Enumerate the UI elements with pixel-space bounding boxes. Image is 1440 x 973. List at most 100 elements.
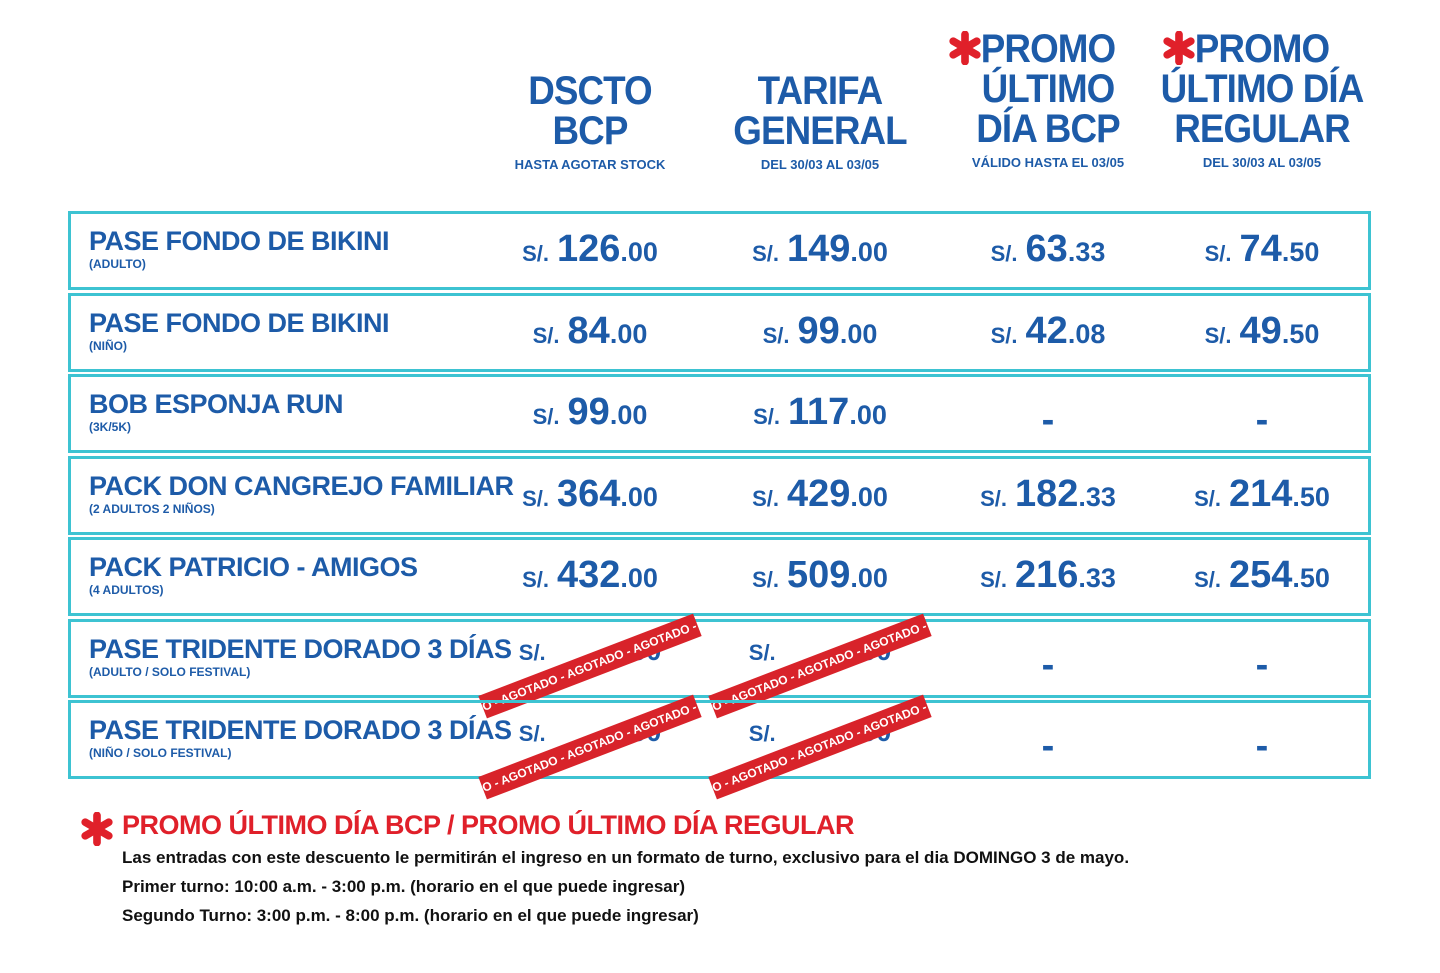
- column-header: TARIFA GENERAL DEL 30/03 AL 03/05: [700, 71, 940, 172]
- price-cell: S/. 42.08: [938, 310, 1158, 353]
- price-integer: 429: [786, 472, 851, 515]
- currency: S/.: [748, 721, 776, 746]
- row-name: PACK PATRICIO - AMIGOS: [89, 552, 418, 582]
- price-cell: S/. 364.00: [480, 473, 700, 516]
- currency: S/.: [532, 404, 560, 429]
- currency: S/.: [522, 567, 549, 592]
- row-label: PASE FONDO DE BIKINI (NIÑO): [89, 307, 390, 353]
- price-cell: -: [1152, 644, 1372, 687]
- currency: S/.: [980, 567, 1007, 592]
- row-name: PASE TRIDENTE DORADO 3 DÍAS: [89, 715, 512, 745]
- price-integer: 364: [556, 472, 621, 515]
- price-cell: S/. 99.00: [480, 391, 700, 434]
- row-label: PACK PATRICIO - AMIGOS (4 ADULTOS): [89, 552, 418, 597]
- price-integer: 254: [1228, 554, 1293, 596]
- price-decimal: .33: [1067, 237, 1106, 267]
- empty-price: -: [1255, 399, 1269, 441]
- price-decimal: .00: [850, 563, 888, 593]
- price-cell: -: [1152, 399, 1372, 442]
- row-name: PASE TRIDENTE DORADO 3 DÍAS: [89, 633, 512, 664]
- row-detail: (3K/5K): [89, 420, 132, 434]
- price-cell: S/. 149.00: [710, 228, 930, 271]
- price-cell: S/. 429.00: [710, 473, 930, 516]
- price-integer: 214: [1228, 472, 1293, 515]
- column-header: DSCTO BCP HASTA AGOTAR STOCK: [470, 71, 710, 172]
- footnote-line: Las entradas con este descuento le permi…: [122, 848, 1130, 867]
- price-decimal: .00: [849, 400, 887, 430]
- empty-price: -: [1041, 399, 1055, 441]
- price-decimal: .50: [1281, 318, 1320, 349]
- currency: S/.: [1204, 241, 1232, 266]
- price-cell: S/. 182.33: [938, 473, 1158, 516]
- price-cell: S/. 117.00: [710, 391, 930, 434]
- table-row: PACK PATRICIO - AMIGOS (4 ADULTOS) S/. 432.…: [68, 537, 1371, 616]
- asterisk: [1163, 31, 1195, 65]
- price-cell: S/. 99.00: [710, 310, 930, 353]
- price-integer: 84: [567, 309, 610, 352]
- table-row: PASE FONDO DE BIKINI (NIÑO) S/. 84.00 S/. 99.…: [68, 292, 1371, 372]
- price-cell: S/. 126.00: [480, 228, 700, 271]
- price-cell: -: [938, 399, 1158, 442]
- price-decimal: .50: [1292, 563, 1330, 593]
- price-integer: 509: [786, 554, 851, 596]
- price-decimal: .00: [620, 563, 658, 593]
- column-header: PROMO ÚLTIMO DÍA REGULAR DEL 30/03 AL 03/05: [1142, 29, 1382, 170]
- price-cell: -: [1152, 725, 1372, 768]
- column-title: DÍA BCP: [976, 107, 1120, 151]
- asterisk: [81, 812, 113, 846]
- column-title: TARIFA: [757, 69, 884, 113]
- currency: S/.: [762, 322, 790, 348]
- currency: S/.: [752, 485, 779, 511]
- row-label: PACK DON CANGREJO FAMILIAR (2 ADULTOS 2 N…: [89, 471, 514, 516]
- price-decimal: .00: [609, 400, 648, 430]
- column-note: DEL 30/03 AL 03/05: [1202, 155, 1322, 170]
- price-integer: 126: [556, 228, 621, 270]
- price-decimal: .00: [839, 318, 878, 349]
- empty-price: -: [1255, 643, 1269, 686]
- currency: S/.: [1194, 567, 1221, 592]
- currency: S/.: [990, 322, 1018, 348]
- price-cell: S/. 432.00: [480, 554, 700, 597]
- column-title: BCP: [552, 109, 629, 153]
- column-title: DSCTO: [528, 69, 652, 113]
- price-cell: -: [938, 644, 1158, 687]
- row-detail: (NIÑO / SOLO FESTIVAL): [89, 746, 232, 760]
- column-title: ÚLTIMO: [981, 67, 1116, 111]
- footnote-line: Primer turno: 10:00 a.m. - 3:00 p.m. (ho…: [122, 877, 686, 896]
- column-note: HASTA AGOTAR STOCK: [514, 157, 666, 172]
- price-decimal: .50: [1281, 237, 1320, 267]
- row-detail: (ADULTO / SOLO FESTIVAL): [89, 664, 251, 679]
- price-cell: S/. 74.50: [1152, 228, 1372, 271]
- table-row: BOB ESPONJA RUN (3K/5K) S/. 99.00 S/. 117.00 -…: [68, 374, 1371, 453]
- column-header: PROMO ÚLTIMO DÍA BCP VÁLIDO HASTA EL 03/05: [928, 29, 1168, 170]
- currency: S/.: [752, 567, 779, 592]
- currency: S/.: [748, 639, 776, 665]
- row-detail: (4 ADULTOS): [89, 583, 164, 597]
- price-cell: -: [938, 725, 1158, 768]
- row-name: PASE FONDO DE BIKINI: [89, 307, 390, 338]
- table-row: PASE FONDO DE BIKINI (ADULTO) S/. 126.00 S/.…: [68, 211, 1371, 290]
- row-label: BOB ESPONJA RUN (3K/5K): [89, 389, 344, 434]
- currency: S/.: [518, 721, 546, 746]
- price-decimal: .00: [620, 481, 658, 512]
- column-title: ÚLTIMO DÍA: [1160, 67, 1365, 111]
- column-note: VÁLIDO HASTA EL 03/05: [971, 155, 1125, 170]
- price-cell: S/. 214.50: [1152, 473, 1372, 516]
- price-decimal: .00: [620, 237, 658, 267]
- column-title: REGULAR: [1174, 107, 1350, 151]
- currency: S/.: [1204, 322, 1232, 348]
- empty-price: -: [1041, 643, 1055, 686]
- price-integer: 99: [797, 309, 840, 352]
- price-integer: 49: [1239, 309, 1282, 352]
- price-decimal: .00: [609, 318, 648, 349]
- currency: S/.: [752, 241, 779, 266]
- footnote-line: Segundo Turno: 3:00 p.m. - 8:00 p.m. (ho…: [122, 906, 699, 925]
- currency: S/.: [980, 485, 1007, 511]
- price-integer: 63: [1025, 228, 1068, 270]
- currency: S/.: [990, 241, 1018, 266]
- empty-price: -: [1255, 725, 1269, 767]
- price-decimal: .50: [1292, 481, 1330, 512]
- empty-price: -: [1041, 725, 1055, 767]
- price-decimal: .33: [1078, 563, 1116, 593]
